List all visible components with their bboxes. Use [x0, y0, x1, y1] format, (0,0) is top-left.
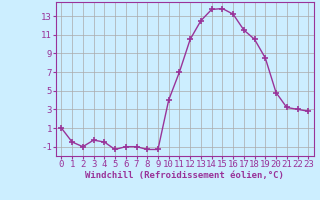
X-axis label: Windchill (Refroidissement éolien,°C): Windchill (Refroidissement éolien,°C)	[85, 171, 284, 180]
